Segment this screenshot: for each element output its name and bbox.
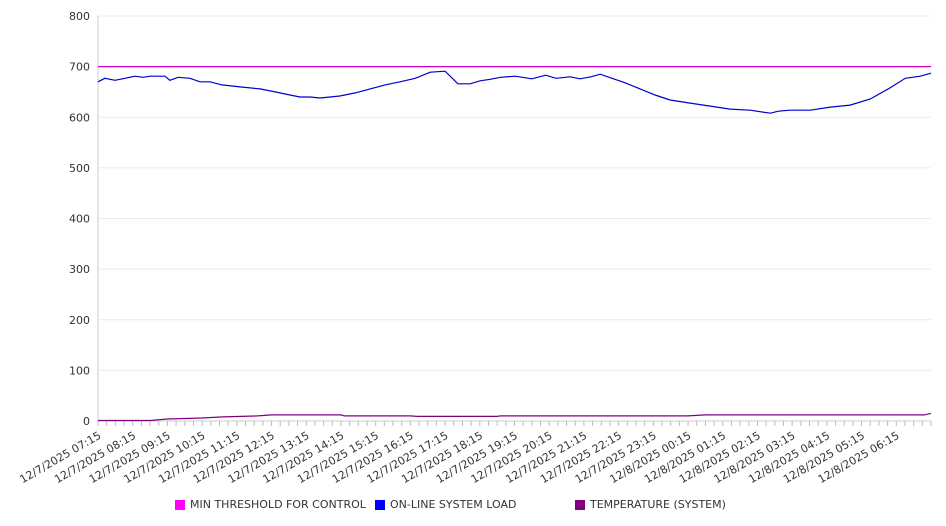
- legend-swatch: [175, 499, 185, 510]
- y-tick-label: 700: [69, 61, 90, 74]
- y-tick-label: 500: [69, 162, 90, 175]
- y-tick-label: 200: [69, 314, 90, 327]
- series-lines: [97, 66, 932, 422]
- y-tick-label: 0: [83, 415, 90, 428]
- series-line-2: [98, 412, 932, 422]
- legend-swatch: [575, 499, 585, 510]
- y-tick-label: 600: [69, 111, 90, 124]
- y-axis: 0 100 200 300 400 500 600 700 800: [69, 10, 99, 428]
- legend-label: ON-LINE SYSTEM LOAD: [390, 498, 517, 511]
- grid: [98, 15, 931, 422]
- legend-label: TEMPERATURE (SYSTEM): [590, 498, 726, 511]
- y-tick-label: 800: [69, 10, 90, 23]
- y-tick-label: 100: [69, 364, 90, 377]
- y-tick-label: 300: [69, 263, 90, 276]
- legend: MIN THRESHOLD FOR CONTROL ON-LINE SYSTEM…: [0, 498, 946, 514]
- legend-item-temperature[interactable]: TEMPERATURE (SYSTEM): [575, 498, 726, 511]
- legend-swatch: [375, 499, 385, 510]
- legend-label: MIN THRESHOLD FOR CONTROL: [190, 498, 366, 511]
- series-line-1: [97, 70, 932, 114]
- legend-item-system-load[interactable]: ON-LINE SYSTEM LOAD: [375, 498, 516, 511]
- y-tick-label: 400: [69, 213, 90, 226]
- legend-item-min-threshold[interactable]: MIN THRESHOLD FOR CONTROL: [175, 498, 366, 511]
